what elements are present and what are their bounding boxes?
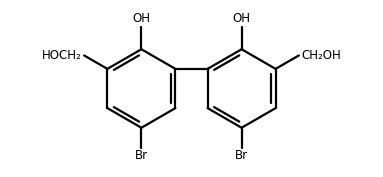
Text: OH: OH: [133, 13, 151, 25]
Text: Br: Br: [135, 149, 148, 162]
Text: CH₂OH: CH₂OH: [301, 49, 340, 62]
Text: HOCH₂: HOCH₂: [43, 49, 82, 62]
Text: OH: OH: [232, 13, 250, 25]
Text: Br: Br: [235, 149, 248, 162]
